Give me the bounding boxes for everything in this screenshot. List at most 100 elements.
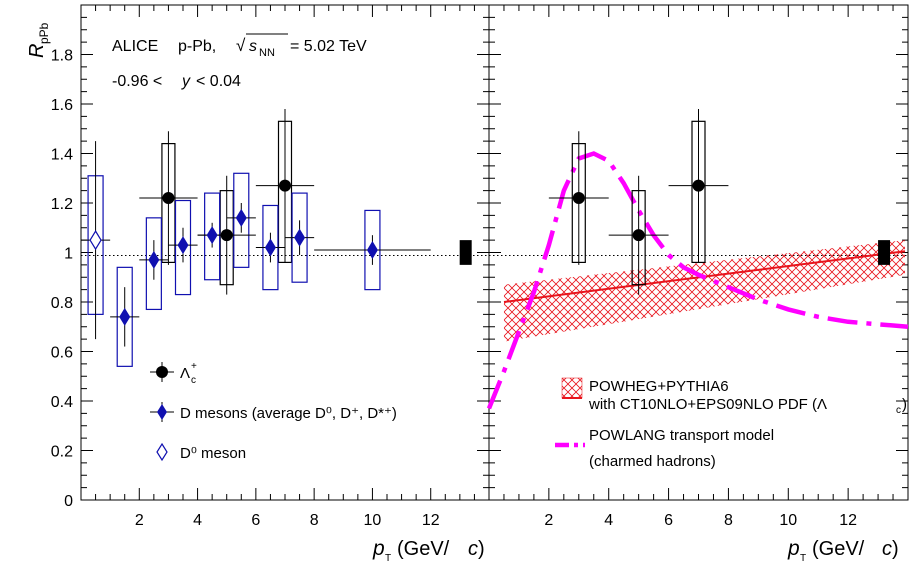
- legend-filled-diamond-marker: [157, 404, 167, 420]
- d-meson-marker: [235, 208, 247, 227]
- sqrt-sub-label: NN: [259, 47, 275, 59]
- y-axis-label-main: R: [26, 44, 48, 58]
- sqrt-symbol: √: [236, 36, 246, 55]
- legend-d-mesons-label: D mesons (average D⁰, D⁺, D*⁺): [180, 405, 397, 422]
- d-meson-marker: [148, 250, 160, 269]
- left-x-label-sub: T: [385, 553, 391, 564]
- legend-powheg-line2-post: ): [902, 396, 907, 413]
- legend-lambda-sup: +: [191, 361, 197, 372]
- legend-powheg-line2-sub: c: [896, 405, 901, 416]
- y-tick-label: 0.2: [51, 444, 73, 461]
- y-tick-label: 1.4: [51, 147, 73, 164]
- left-legend: Λ c + D mesons (average D⁰, D⁺, D*⁺) D⁰ …: [150, 361, 397, 462]
- x-tick-label: 8: [310, 512, 319, 529]
- left-x-label-unit-pre: (GeV/: [397, 538, 450, 560]
- legend-powheg-line2: with CT10NLO+EPS09NLO PDF (Λ: [588, 396, 827, 413]
- left-x-label-unit-post: ): [478, 538, 485, 560]
- right-x-label-unit-c: c: [882, 538, 892, 560]
- legend-hatched-band: [561, 377, 583, 399]
- y-tick-label: 0.8: [51, 295, 73, 312]
- legend-powheg-line1: POWHEG+PYTHIA6: [589, 378, 729, 395]
- left-markers: [89, 179, 378, 326]
- y-tick-label: 1.2: [51, 196, 73, 213]
- lambda-c-marker: [279, 179, 291, 192]
- sqrt-s-label: s: [249, 38, 257, 55]
- right-markers: [572, 179, 705, 242]
- right-x-label-unit-pre: (GeV/: [812, 538, 865, 560]
- legend-d-mesons: D mesons (average D⁰, D⁺, D*⁺): [150, 402, 397, 422]
- legend-powlang: POWLANG transport model (charmed hadrons…: [555, 427, 774, 470]
- y-tick-label: 0.6: [51, 345, 73, 362]
- x-tick-label: 6: [664, 512, 673, 529]
- lambda-c-marker: [692, 179, 705, 192]
- legend-powlang-line2: (charmed hadrons): [589, 453, 716, 470]
- x-tick-label: 4: [604, 512, 613, 529]
- energy-label: = 5.02 TeV: [290, 38, 367, 55]
- powlang-curve: [486, 151, 909, 410]
- x-tick-label: 2: [135, 512, 144, 529]
- d-meson-marker: [294, 228, 306, 247]
- y-tick-label: 0: [64, 493, 73, 510]
- legend-filled-circle-marker: [156, 366, 168, 378]
- left-normalization-box: [459, 240, 472, 265]
- legend-d0-meson: D⁰ meson: [156, 442, 246, 462]
- left-x-label-p: p: [372, 537, 385, 560]
- x-tick-label: 8: [724, 512, 733, 529]
- systematic-box: [145, 217, 162, 311]
- left-systematic-boxes: [87, 120, 381, 367]
- x-tick-label: 10: [779, 512, 797, 529]
- right-axis-ticks: 2 4 6 8 10 12: [488, 4, 909, 529]
- experiment-label: ALICE: [112, 38, 158, 55]
- rapidity-post: < 0.04: [196, 73, 241, 90]
- lambda-c-marker: [572, 192, 585, 205]
- legend-lambda-label: Λ: [180, 365, 190, 382]
- x-tick-label: 2: [544, 512, 553, 529]
- x-tick-label: 6: [251, 512, 260, 529]
- left-x-axis-label: p T (GeV/ c ): [372, 537, 485, 564]
- y-axis-label: R pPb: [26, 22, 51, 58]
- legend-powheg: POWHEG+PYTHIA6 with CT10NLO+EPS09NLO PDF…: [561, 377, 907, 416]
- right-x-label-unit-post: ): [892, 538, 899, 560]
- powheg-uncertainty-band: [503, 240, 906, 342]
- lambda-c-marker: [632, 229, 645, 242]
- left-axis-ticks: 2 4 6 8 10 12 0 0.2 0.4 0.6 0.8 1 1.2 1.4 1.6 1.8: [51, 4, 490, 529]
- left-x-label-unit-c: c: [468, 538, 478, 560]
- d-meson-marker: [366, 241, 378, 260]
- right-x-label-sub: T: [800, 553, 806, 564]
- right-normalization-box: [878, 240, 891, 265]
- rapidity-var: y: [181, 73, 191, 90]
- x-tick-label: 12: [422, 512, 440, 529]
- systematic-box: [233, 172, 250, 268]
- rapidity-pre: -0.96 <: [112, 73, 162, 90]
- system-label: p-Pb,: [178, 38, 216, 55]
- d-meson-marker: [206, 226, 218, 245]
- legend-powlang-line1: POWLANG transport model: [589, 427, 774, 444]
- right-legend: POWHEG+PYTHIA6 with CT10NLO+EPS09NLO PDF…: [555, 377, 907, 470]
- legend-lambda-c: Λ c +: [150, 361, 197, 386]
- systematic-box: [174, 199, 192, 296]
- lambda-c-marker: [220, 229, 233, 242]
- left-statistical-errors: [81, 108, 431, 347]
- y-axis-label-sub: pPb: [37, 22, 51, 44]
- normalization-uncertainty-box: [459, 240, 472, 265]
- y-tick-label: 1.6: [51, 97, 73, 114]
- x-tick-label: 10: [364, 512, 382, 529]
- right-x-label-p: p: [787, 537, 800, 560]
- systematic-box: [204, 192, 221, 281]
- legend-open-diamond-marker: [156, 442, 168, 462]
- d-meson-marker: [177, 236, 189, 255]
- right-panel: 2 4 6 8 10 12 POWHEG+PYTHIA6 with CT10NLO+EPS…: [486, 4, 909, 564]
- y-tick-label: 1.8: [51, 48, 73, 65]
- y-tick-label: 0.4: [51, 394, 73, 411]
- d0-meson-marker: [89, 229, 102, 251]
- left-panel: 2 4 6 8 10 12 0 0.2 0.4 0.6 0.8 1 1.2 1.4 1.6 1.8 ALICE…: [26, 4, 490, 564]
- normalization-uncertainty-box: [878, 240, 891, 265]
- x-tick-label: 4: [193, 512, 202, 529]
- d-meson-marker: [264, 238, 276, 257]
- lambda-c-marker: [162, 192, 175, 205]
- right-x-axis-label: p T (GeV/ c ): [787, 537, 899, 564]
- y-tick-label: 1: [64, 246, 73, 263]
- x-tick-label: 12: [839, 512, 857, 529]
- d-meson-marker: [119, 307, 131, 326]
- legend-d0-label: D⁰ meson: [180, 445, 246, 462]
